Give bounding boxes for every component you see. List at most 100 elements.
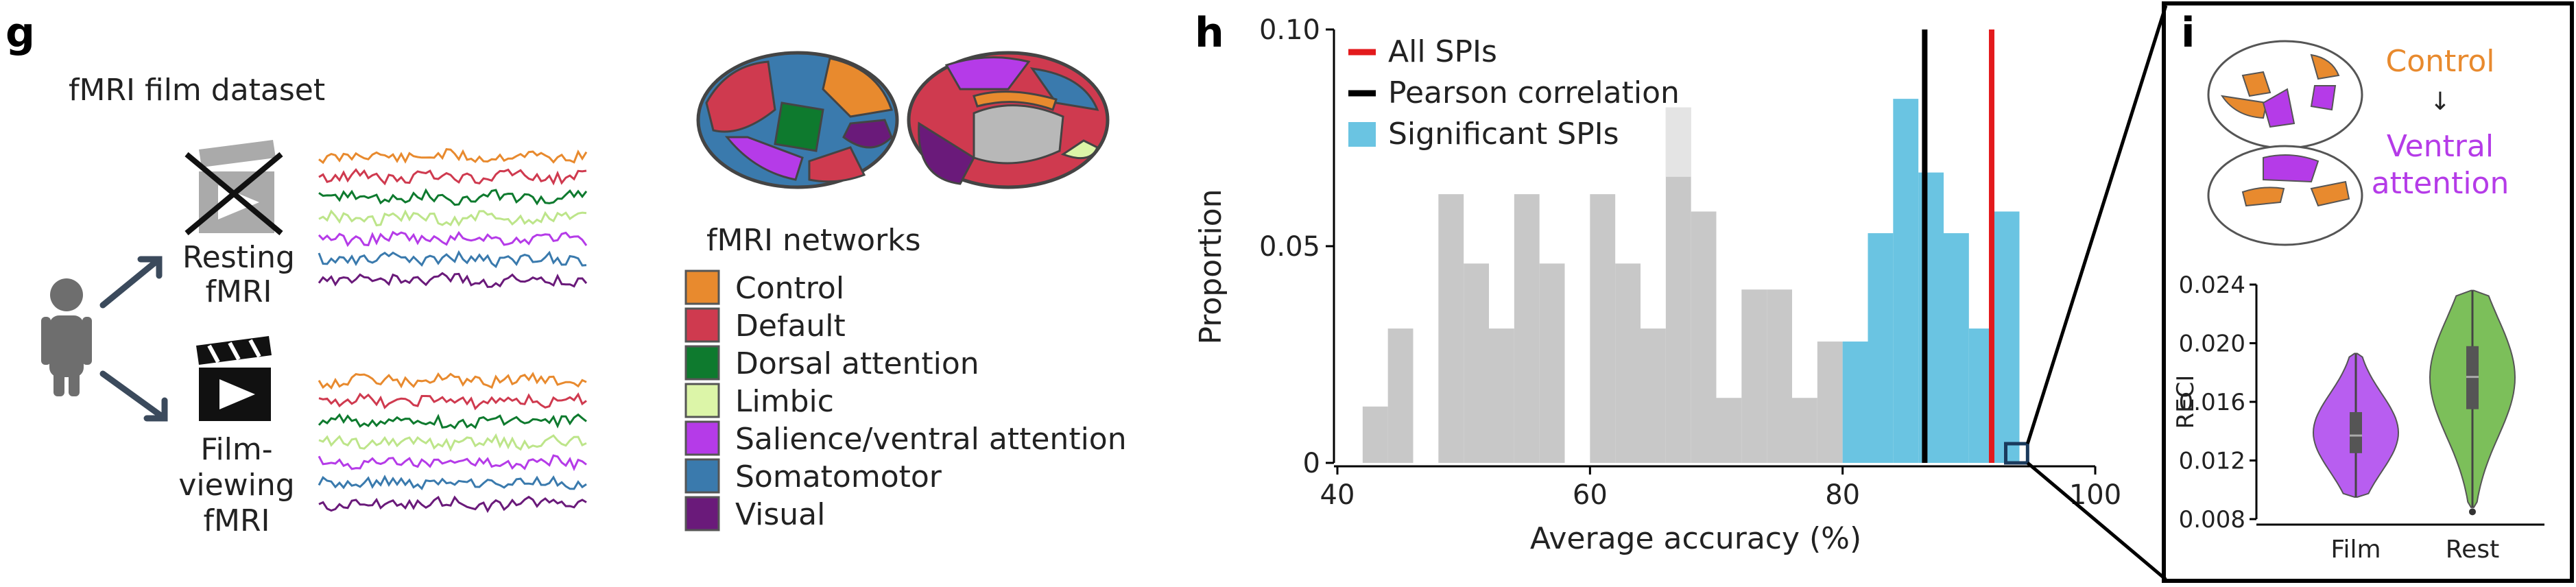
brain-icon — [2207, 40, 2363, 246]
fmri-trace — [318, 372, 587, 390]
significant-spi-bar — [1994, 211, 2020, 463]
clapperboard-icon — [196, 336, 272, 421]
network-label: Default — [735, 309, 846, 344]
all-spi-bar — [1817, 342, 1843, 463]
network-label: Somatomotor — [735, 459, 942, 494]
overlap-bar — [1665, 107, 1691, 177]
brain-icon — [696, 51, 1110, 189]
histogram-bars — [1362, 99, 2020, 463]
network-swatch — [684, 420, 720, 456]
y-axis-label: Proportion — [1193, 189, 1228, 344]
violin-y-axis-label: RECI — [2172, 375, 2199, 429]
all-spi-bar — [1464, 263, 1489, 463]
significant-spi-bar — [1944, 233, 1969, 463]
fmri-trace — [318, 148, 588, 165]
fmri-trace — [318, 475, 587, 491]
transition-to-2: attention — [2372, 166, 2509, 201]
outlier-point — [2469, 508, 2476, 516]
all-spi-bar — [1539, 263, 1565, 463]
all-spi-bar — [1387, 328, 1414, 463]
network-swatch — [684, 458, 720, 494]
transition-from: Control — [2385, 44, 2494, 79]
resting-label-1: Resting — [182, 240, 295, 275]
fmri-trace — [318, 495, 587, 514]
fmri-trace — [318, 250, 587, 269]
panel-letter-h: h — [1195, 9, 1224, 57]
x-tick-label: 60 — [1573, 479, 1608, 511]
network-label: Visual — [735, 497, 825, 532]
fmri-trace — [318, 188, 588, 206]
zoom-box — [2004, 442, 2029, 465]
y-tick-label: 0.05 — [1259, 231, 1320, 263]
fmri-trace — [318, 230, 588, 248]
significant-spi-bar — [1893, 99, 1919, 463]
all-spi-bar — [1792, 398, 1817, 463]
panel-letter-g: g — [5, 9, 35, 57]
x-tick-label: 40 — [1320, 479, 1355, 511]
film-label-1: Film- — [200, 432, 272, 467]
film-label-2: viewing — [178, 468, 294, 503]
fmri-trace — [318, 413, 587, 430]
resting-label-2: fMRI — [205, 274, 272, 309]
transition-to-1: Ventral — [2387, 129, 2494, 164]
network-label: Control — [735, 271, 844, 306]
all-spi-bar — [1489, 328, 1514, 463]
legend-label: Pearson correlation — [1388, 75, 1680, 110]
all-spi-bar — [1767, 289, 1792, 463]
all-spi-bar — [1590, 194, 1616, 463]
timeseries-resting — [318, 148, 588, 288]
violin-y-tick-label: 0.020 — [2179, 331, 2245, 358]
all-spi-bar — [1716, 398, 1742, 463]
y-tick-label: 0 — [1303, 448, 1320, 479]
panel-g: g fMRI film dataset Resting fMRI — [5, 9, 1127, 538]
violin-box — [2350, 411, 2362, 453]
violins: Film Rest — [2312, 289, 2516, 564]
all-spi-bar — [1362, 406, 1388, 463]
fmri-trace — [318, 209, 587, 227]
panel-letter-i: i — [2181, 9, 2195, 57]
violin-category-label: Film — [2330, 536, 2381, 564]
violin-y-tick-label: 0.016 — [2179, 389, 2245, 416]
all-spi-bar — [1438, 194, 1464, 463]
all-spi-bar — [1615, 263, 1641, 463]
timeseries-film — [318, 372, 587, 514]
network-swatch — [684, 496, 720, 531]
significant-spi-bar — [1842, 342, 1868, 463]
network-label: Limbic — [735, 384, 834, 419]
histogram-legend: All SPIs Pearson correlation Significant S… — [1348, 34, 1680, 152]
all-spi-bar — [1514, 194, 1540, 463]
arrow-icon — [99, 256, 168, 422]
panel-i: i Control ↓ Ventral attention 0.024 0.020… — [2162, 1, 2574, 583]
significant-spi-bar — [1868, 233, 1894, 463]
fmri-trace — [318, 168, 587, 186]
networks-title: fMRI networks — [706, 223, 921, 258]
network-swatch — [684, 269, 720, 305]
zoom-line-bottom — [2026, 462, 2167, 581]
all-spi-bar — [1741, 289, 1767, 463]
projector-crossed-icon — [184, 140, 283, 236]
fmri-trace — [318, 433, 587, 452]
y-tick-label: 0.10 — [1259, 14, 1320, 46]
panel-i-frame — [2162, 1, 2574, 583]
network-swatch — [684, 345, 720, 381]
violin-y-tick-label: 0.008 — [2179, 506, 2245, 534]
x-axis-label: Average accuracy (%) — [1530, 521, 1861, 556]
violin-y-tick-label: 0.012 — [2179, 448, 2245, 475]
person-icon — [41, 278, 92, 396]
transition-arrow: ↓ — [2430, 88, 2450, 116]
all-spi-bar — [1691, 211, 1717, 463]
fmri-trace — [318, 454, 587, 472]
legend-label: All SPIs — [1388, 34, 1497, 69]
network-swatch — [684, 307, 720, 343]
legend-label: Significant SPIs — [1388, 117, 1619, 152]
dataset-title: fMRI film dataset — [69, 73, 325, 108]
network-swatch — [684, 383, 720, 418]
fmri-trace — [318, 272, 588, 288]
legend-patch — [1348, 122, 1376, 147]
violin-axes: 0.024 0.020 0.016 0.012 0.008 RECI — [2172, 272, 2544, 534]
all-spi-bar — [1641, 328, 1666, 463]
